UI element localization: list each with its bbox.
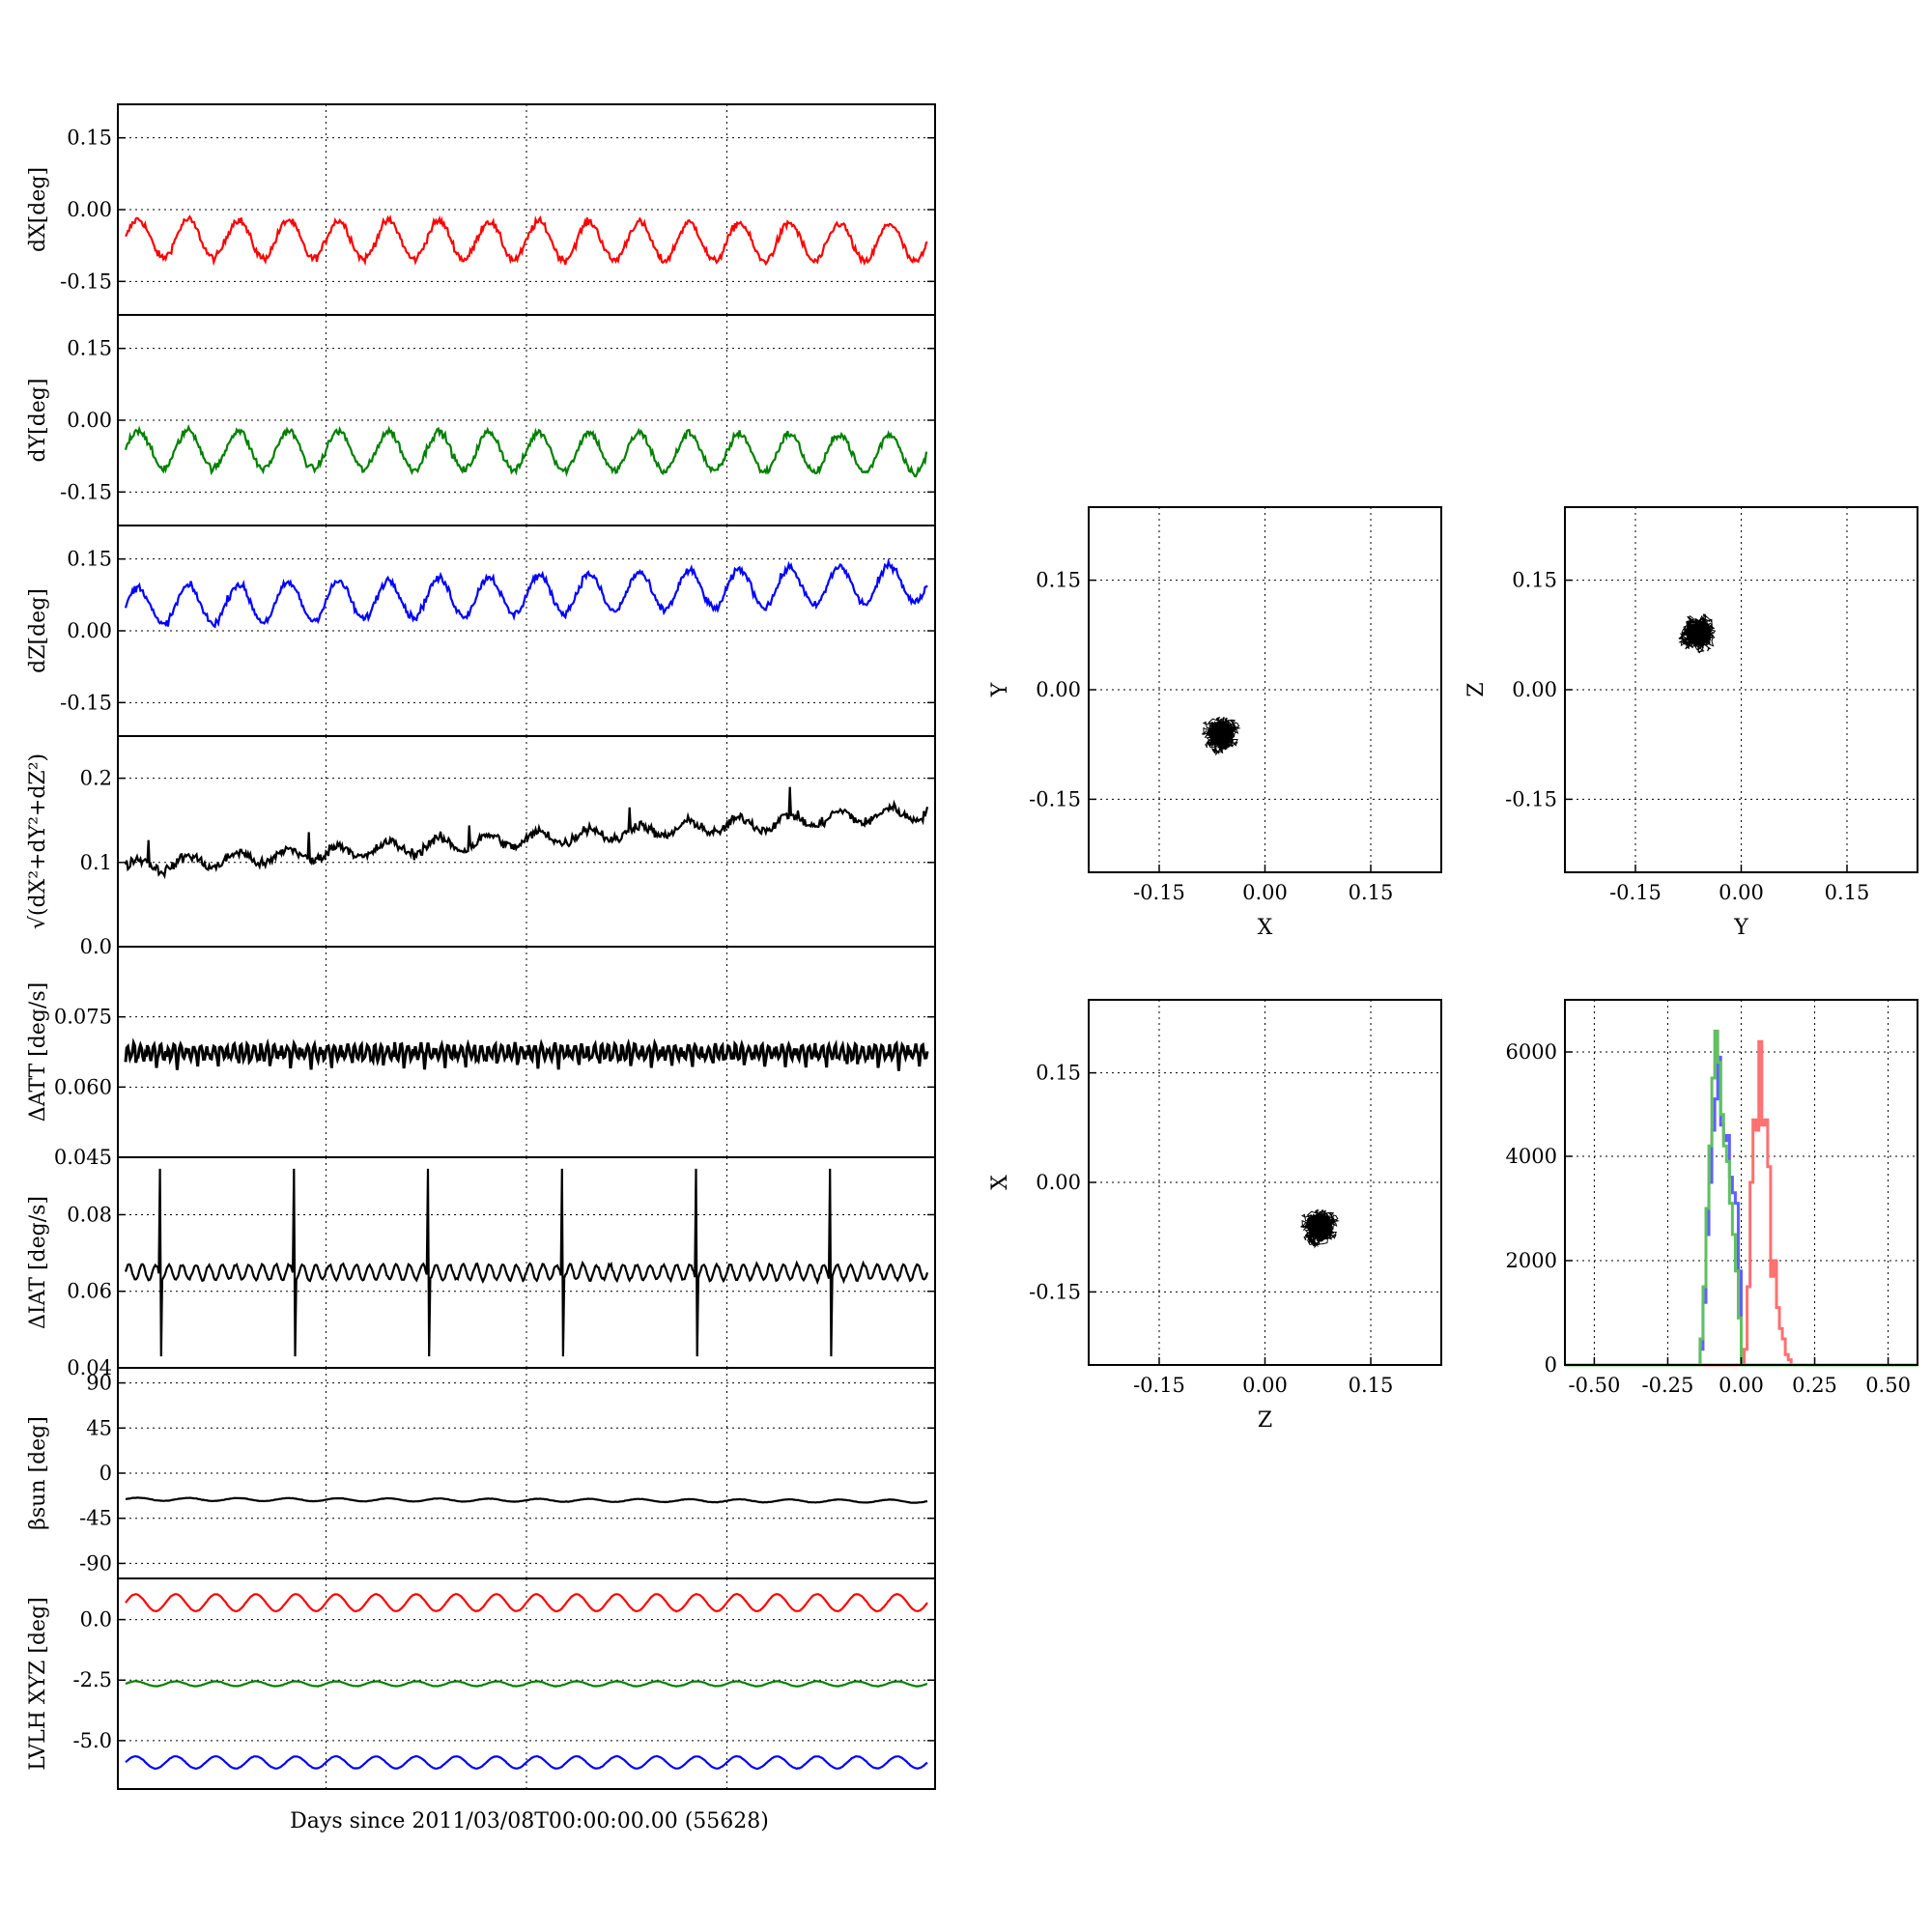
x-tick-label: 0.00 xyxy=(1242,881,1288,904)
chart-panels: -0.150.000.15dX[deg]-0.150.000.15dY[deg]… xyxy=(26,103,1918,1790)
series-line xyxy=(125,1592,928,1613)
x-axis-label: Y xyxy=(1733,916,1748,940)
y-tick-label: 0.075 xyxy=(54,1006,112,1029)
y-tick-label: 0.06 xyxy=(67,1280,112,1303)
scatter-trace xyxy=(1202,716,1241,756)
y-tick-label: -90 xyxy=(79,1551,112,1575)
y-tick-label: 0.00 xyxy=(1512,678,1557,701)
y-tick-label: 0.04 xyxy=(67,1356,112,1379)
panel-zx: -0.15 -0.15 0.00 0.00 0.15 0.15 Z X xyxy=(988,999,1442,1433)
y-tick-label: 4000 xyxy=(1506,1145,1557,1168)
y-tick-label: 0.0 xyxy=(80,935,112,958)
y-tick-label: 0.1 xyxy=(80,851,112,874)
y-axis-label: βsun [deg] xyxy=(26,1416,50,1530)
y-tick-label: 0.00 xyxy=(1036,1171,1081,1194)
histogram-line xyxy=(1565,1029,1918,1367)
x-tick-label: 0.15 xyxy=(1349,1374,1394,1397)
y-axis-label: ΔATT [deg/s] xyxy=(26,982,50,1122)
x-tick-label: -0.25 xyxy=(1642,1374,1694,1397)
scatter-trace xyxy=(1678,612,1717,654)
x-tick-label: 0.15 xyxy=(1825,881,1870,904)
panel-dz: -0.15 0.00 0.15 dZ[deg] xyxy=(26,525,936,737)
y-tick-label: -0.15 xyxy=(60,270,112,293)
x-tick-label: 0.00 xyxy=(1719,1374,1764,1397)
y-tick-label: 0.045 xyxy=(54,1146,112,1169)
y-axis-label: √(dX²+dY²+dZ²) xyxy=(26,753,50,929)
y-tick-label: 0.0 xyxy=(80,1608,112,1632)
series-line xyxy=(124,557,928,629)
y-tick-label: 0.15 xyxy=(67,337,112,360)
x-tick-label: 0.50 xyxy=(1865,1374,1911,1397)
y-tick-label: -5.0 xyxy=(73,1729,113,1752)
plot-frame xyxy=(117,1577,936,1790)
y-tick-label: -0.15 xyxy=(60,691,112,714)
panel-diat: 0.04 0.06 0.08 ΔIAT [deg/s] xyxy=(26,1156,936,1379)
panel-dy: -0.15 0.00 0.15 dY[deg] xyxy=(26,314,936,526)
y-tick-label: 0.15 xyxy=(67,548,112,571)
y-axis-label: ΔIAT [deg/s] xyxy=(26,1196,50,1329)
y-axis-label: dY[deg] xyxy=(26,379,50,463)
y-tick-label: 0.08 xyxy=(67,1203,112,1226)
figure-x-axis-label: Days since 2011/03/08T00:00:00.00 (55628… xyxy=(290,1809,769,1833)
y-tick-label: -45 xyxy=(79,1507,112,1530)
y-tick-label: 2000 xyxy=(1506,1249,1557,1272)
series-line xyxy=(124,1037,929,1071)
y-tick-label: 90 xyxy=(86,1372,112,1395)
x-tick-label: -0.15 xyxy=(1133,1374,1185,1397)
y-tick-label: 6000 xyxy=(1506,1040,1557,1064)
panel-lvlh: -5.0 -2.5 0.0 LVLH XYZ [deg] xyxy=(26,1577,936,1790)
series-line xyxy=(124,786,929,880)
y-tick-label: -0.15 xyxy=(1505,787,1557,810)
x-tick-label: 0.00 xyxy=(1719,881,1764,904)
y-tick-label: 0.00 xyxy=(1036,678,1081,701)
panel-rss: 0.0 0.1 0.2 √(dX²+dY²+dZ²) xyxy=(26,735,936,958)
y-axis-label: X xyxy=(988,1175,1012,1190)
y-tick-label: 0.060 xyxy=(54,1075,112,1098)
x-tick-label: -0.50 xyxy=(1568,1374,1620,1397)
x-tick-label: 0.25 xyxy=(1792,1374,1837,1397)
series-line xyxy=(125,1680,928,1688)
y-tick-label: 0.00 xyxy=(67,198,112,221)
y-tick-label: 0.2 xyxy=(80,767,112,790)
series-line xyxy=(125,1496,928,1504)
y-tick-label: 0 xyxy=(1545,1353,1557,1377)
panel-beta: -90 -45 0 45 90 βsun [deg] xyxy=(26,1367,936,1579)
y-tick-label: 0 xyxy=(99,1462,112,1485)
y-axis-label: Y xyxy=(988,682,1012,697)
scatter-trace xyxy=(1300,1208,1340,1249)
x-axis-label: Z xyxy=(1258,1408,1272,1433)
series-line xyxy=(125,214,928,267)
panel-xy: -0.15 -0.15 0.00 0.00 0.15 0.15 X Y xyxy=(988,506,1442,940)
histogram-line xyxy=(1565,1039,1918,1367)
x-tick-label: 0.15 xyxy=(1349,881,1394,904)
y-tick-label: 0.00 xyxy=(67,409,112,432)
y-tick-label: 0.15 xyxy=(1512,569,1557,592)
y-tick-label: 0.00 xyxy=(67,619,112,642)
y-axis-label: dZ[deg] xyxy=(26,588,50,673)
y-axis-label: Z xyxy=(1464,682,1489,696)
y-axis-label: dX[deg] xyxy=(26,167,50,252)
y-tick-label: 0.15 xyxy=(1036,569,1081,592)
series-line xyxy=(125,1754,928,1771)
x-axis-label: X xyxy=(1258,916,1273,940)
y-tick-label: -0.15 xyxy=(60,480,112,503)
y-tick-label: -0.15 xyxy=(1029,787,1081,810)
y-tick-label: -0.15 xyxy=(1029,1280,1081,1303)
series-line xyxy=(124,424,928,478)
panel-yz: -0.15 -0.15 0.00 0.00 0.15 0.15 Y Z xyxy=(1464,506,1918,940)
panel-dx: -0.15 0.00 0.15 dX[deg] xyxy=(26,103,936,316)
y-tick-label: 0.15 xyxy=(67,127,112,150)
panel-hist: -0.50 -0.25 0.00 0.25 0.50 0 2000 4000 6000 xyxy=(1506,999,1918,1397)
y-axis-label: LVLH XYZ [deg] xyxy=(26,1597,50,1771)
y-tick-label: 45 xyxy=(86,1416,112,1439)
x-tick-label: 0.00 xyxy=(1242,1374,1288,1397)
x-tick-label: -0.15 xyxy=(1133,881,1185,904)
y-tick-label: -2.5 xyxy=(73,1668,113,1691)
series-line xyxy=(124,1168,929,1357)
y-tick-label: 0.15 xyxy=(1036,1062,1081,1085)
x-tick-label: -0.15 xyxy=(1609,881,1662,904)
